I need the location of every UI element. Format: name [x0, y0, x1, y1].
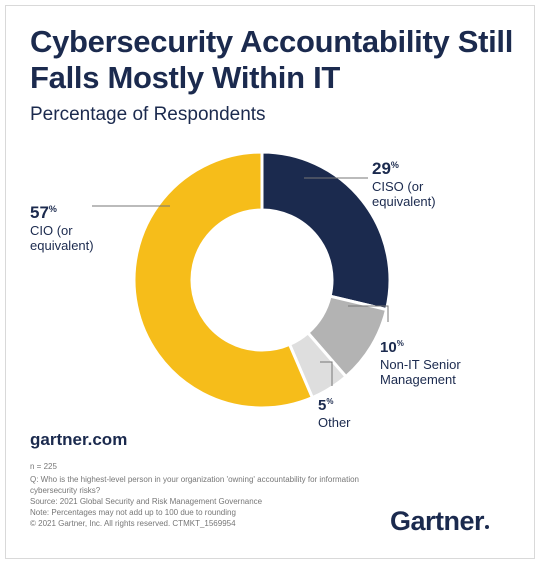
category-label-0-1: equivalent)	[372, 194, 436, 209]
category-label-3-0: CIO (or	[30, 223, 73, 238]
chart-subtitle: Percentage of Respondents	[30, 104, 266, 125]
category-label-3-1: equivalent)	[30, 238, 94, 253]
logo-dot	[485, 525, 490, 529]
infographic-frame	[5, 5, 535, 559]
category-label-2-0: Other	[318, 415, 351, 430]
source-note: Source: 2021 Global Security and Risk Ma…	[30, 497, 263, 506]
chart-title: Cybersecurity Accountability Still Falls…	[30, 24, 514, 95]
value-label-0: 29%	[372, 159, 399, 178]
value-label-3: 57%	[30, 203, 57, 222]
survey-question: Q: Who is the highest-level person in yo…	[30, 475, 360, 495]
value-label-1: 10%	[380, 339, 404, 356]
sample-size: n = 225	[30, 462, 57, 471]
slice-0	[260, 150, 392, 312]
slice-3	[132, 150, 315, 410]
category-label-1-1: Management	[380, 372, 456, 387]
leader-line-1	[348, 305, 389, 322]
category-label-0-0: CISO (or	[372, 179, 424, 194]
website-link[interactable]: gartner.com	[30, 430, 128, 449]
category-label-1-0: Non-IT Senior	[380, 357, 461, 372]
rounding-note: Note: Percentages may not add up to 100 …	[30, 508, 236, 517]
footnotes: n = 225 Q: Who is the highest-level pers…	[30, 461, 360, 529]
leader-line-2	[320, 361, 333, 386]
brand-text: Gartner	[390, 506, 485, 536]
copyright: © 2021 Gartner, Inc. All rights reserved…	[30, 519, 236, 528]
gartner-logo: Gartner	[390, 506, 490, 537]
value-label-2: 5%	[318, 397, 333, 414]
